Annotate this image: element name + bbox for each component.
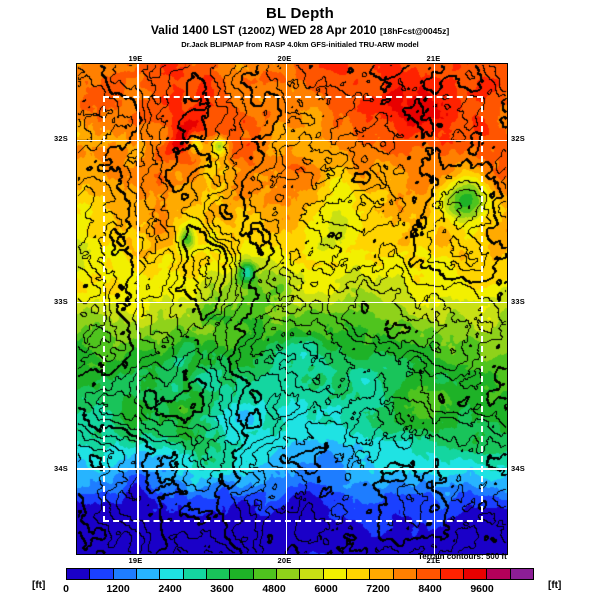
colorbar-cell [230,569,254,579]
colorbar-tick: 6000 [314,583,338,595]
gridline-latitude [77,301,507,304]
colorbar-cell [113,569,138,579]
colorbar-tick: 8400 [418,583,442,595]
axis-label-latitude-right: 32S [511,134,525,144]
colorbar-cell [277,569,301,579]
axis-label-longitude-top: 20E [277,54,292,63]
axis-label-latitude-right: 33S [511,296,525,306]
colorbar-gradient[interactable] [66,568,534,580]
colorbar-panel: [ft] [ft] 0 1200 2400 3600 4800 6000 7200 8400 9… [0,566,600,598]
colorbar-tick: 9600 [470,583,494,595]
subtitle-forecast-tag: [18hFcst@0045z] [379,26,450,36]
axis-label-latitude-left: 32S [54,134,68,144]
colorbar-tick: 4800 [262,583,286,595]
colorbar-tick-labels: 0 1200 2400 3600 4800 6000 7200 8400 9600 [63,581,534,597]
gridline-latitude [77,468,507,470]
colorbar-tick: 0 [63,583,69,595]
colorbar-unit-left: [ft] [32,580,46,591]
axis-label-latitude-left: 33S [54,296,68,306]
colorbar-cell [370,569,394,579]
gridline-latitude [77,139,507,142]
colorbar-cell [393,569,418,579]
colorbar-cell [67,569,91,579]
colorbar-cell [440,569,464,579]
colorbar-unit-right: [ft] [548,580,562,591]
chart-subtitle: Valid 1400 LST (1200Z) WED 28 Apr 2010 [… [0,23,600,39]
colorbar-cell [300,569,324,579]
subtitle-date: WED 28 Apr 2010 [278,23,377,37]
colorbar-cell [183,569,208,579]
subtitle-utc-time: (1200Z) [238,25,275,37]
chart-credit: Dr.Jack BLIPMAP from RASP 4.0km GFS-init… [181,40,419,49]
colorbar-tick: 7200 [366,583,390,595]
axis-label-latitude-right: 34S [511,463,525,473]
colorbar-cell [253,569,278,579]
colorbar-cell [90,569,114,579]
colorbar-cell [207,569,231,579]
gridline-longitude [137,64,139,554]
colorbar-cell [487,569,511,579]
colorbar-tick: 2400 [158,583,182,595]
terrain-contour-note: Terrain contours: 500 ft [418,552,507,561]
axis-label-longitude-top: 21E [426,54,441,63]
colorbar-cell [463,569,488,579]
axis-label-longitude-bottom: 20E [277,556,292,565]
colorbar-cell [510,569,533,579]
chart-title-block: BL Depth Valid 1400 LST (1200Z) WED 28 A… [0,6,600,50]
axis-label-longitude-bottom: 19E [128,556,143,565]
map-panel[interactable] [76,63,508,555]
colorbar-cell [347,569,371,579]
colorbar-cell [323,569,348,579]
gridline-longitude [285,64,288,554]
axis-label-longitude-top: 19E [128,54,143,63]
axis-label-latitude-left: 34S [54,463,68,473]
colorbar-tick: 3600 [210,583,234,595]
colorbar-tick: 1200 [106,583,130,595]
page-title: BL Depth [266,5,334,22]
colorbar-cell [417,569,441,579]
colorbar-cell [137,569,161,579]
gridline-longitude [433,64,436,554]
colorbar-cell [160,569,184,579]
subtitle-valid-time: Valid 1400 LST [150,23,235,37]
axis-label-longitude-bottom: 21E [426,556,441,565]
forecast-domain-box [102,95,484,523]
